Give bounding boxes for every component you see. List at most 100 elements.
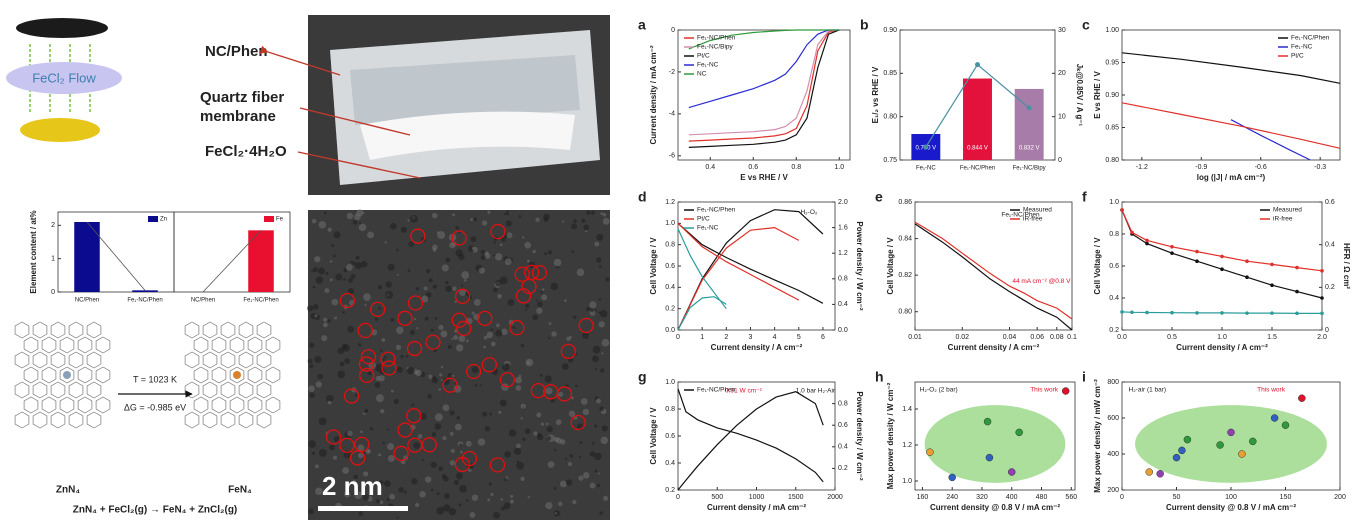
- stem-speck: [533, 431, 537, 435]
- y-axis-label: E vs RHE / V: [1093, 71, 1102, 119]
- stem-speck: [525, 309, 527, 311]
- point: [1295, 290, 1299, 294]
- stem-speck: [472, 494, 478, 500]
- stem-speck: [551, 283, 559, 291]
- hexagon: [78, 337, 92, 353]
- stem-speck: [558, 392, 563, 397]
- stem-speck: [496, 324, 500, 328]
- y-tick-label: 0.84: [898, 235, 912, 242]
- y-tick-label: 0: [51, 289, 55, 296]
- stem-speck: [481, 255, 486, 260]
- stem-speck: [391, 390, 394, 393]
- stem-speck: [504, 502, 511, 509]
- point: [1320, 296, 1324, 300]
- x-tick-label: 1000: [749, 494, 765, 501]
- stem-speck: [440, 330, 447, 337]
- y-tick-label: 0.4: [1109, 295, 1119, 302]
- stem-speck: [370, 427, 373, 430]
- stem-speck: [491, 328, 494, 331]
- y-axis-label: Cell Voltage / V: [1093, 237, 1102, 295]
- legend-label: Fe: [276, 217, 284, 223]
- stem-speck: [331, 244, 334, 247]
- point: [1008, 469, 1015, 476]
- legend-label: Fe₁-NC/Phen: [1291, 35, 1330, 42]
- stem-speck: [590, 308, 594, 312]
- stem-speck: [452, 286, 456, 290]
- x-tick-label: 50: [1173, 494, 1181, 501]
- stem-speck: [554, 510, 561, 517]
- stem-speck: [487, 498, 490, 501]
- stem-speck: [521, 404, 526, 409]
- stem-speck: [537, 301, 543, 307]
- stem-speck: [541, 294, 547, 300]
- stem-speck: [408, 269, 411, 272]
- hexagon: [221, 352, 235, 368]
- power-line: [678, 392, 823, 490]
- stem-speck: [581, 398, 588, 405]
- stem-speck: [442, 264, 449, 271]
- point: [1146, 469, 1153, 476]
- panel-label: a: [638, 17, 646, 33]
- x-tick-label: -0.3: [1314, 164, 1326, 171]
- hexagon: [24, 337, 38, 353]
- stem-speck: [335, 274, 342, 281]
- hexagon: [51, 382, 65, 398]
- stem-speck: [573, 219, 577, 223]
- jk-point: [1027, 106, 1032, 111]
- stem-speck: [308, 440, 316, 448]
- stem-speck: [554, 259, 562, 267]
- hexagon: [248, 337, 262, 353]
- stem-speck: [425, 476, 431, 482]
- y-tick-label: 800: [1107, 379, 1119, 386]
- stem-speck: [452, 213, 455, 216]
- annotation: This work: [1257, 386, 1286, 393]
- stem-speck: [466, 340, 469, 343]
- point: [1062, 388, 1069, 395]
- stem-speck: [468, 468, 472, 472]
- stem-speck: [330, 278, 333, 281]
- hexagon: [24, 367, 38, 383]
- stem-speck: [380, 501, 383, 504]
- stem-speck: [313, 267, 318, 272]
- stem-speck: [362, 212, 364, 214]
- stem-speck: [347, 326, 354, 333]
- point: [1170, 245, 1174, 249]
- stem-speck: [308, 359, 313, 364]
- point: [1120, 208, 1124, 212]
- stem-speck: [590, 451, 596, 457]
- annotation: 1.0 bar H₂-Air: [796, 387, 836, 394]
- annotation: This work: [1030, 386, 1059, 393]
- point: [1245, 275, 1249, 279]
- hexagon: [212, 397, 226, 413]
- carbon-powder: [16, 18, 108, 38]
- stem-speck: [519, 215, 522, 218]
- y-tick-label: 1.0: [665, 220, 675, 227]
- stem-speck: [450, 460, 455, 465]
- hexagon: [248, 367, 262, 383]
- stem-speck: [510, 500, 514, 504]
- y2-tick-label: 0.6: [1325, 199, 1335, 206]
- hexagon: [230, 337, 244, 353]
- x-tick-label: -0.9: [1195, 164, 1207, 171]
- bar-value-label: 0.832 V: [1019, 146, 1040, 152]
- stem-speck: [316, 277, 323, 284]
- stem-speck: [333, 255, 336, 258]
- stem-speck: [396, 326, 403, 333]
- y-axis-label: Max power density / mW cm⁻²: [1093, 379, 1102, 493]
- stem-speck: [505, 363, 511, 369]
- y2-tick-label: 10: [1058, 114, 1066, 121]
- stem-speck: [538, 433, 542, 437]
- stem-speck: [546, 436, 551, 441]
- stem-speck: [356, 256, 360, 260]
- hexagon: [51, 322, 65, 338]
- stem-speck: [592, 355, 599, 362]
- stem-speck: [434, 423, 441, 430]
- hexagon: [33, 322, 47, 338]
- point: [1270, 283, 1274, 287]
- stem-speck: [376, 394, 384, 402]
- stem-speck: [507, 299, 514, 306]
- annotation: 44 mA cm⁻² @0.8 V: [1012, 278, 1071, 285]
- stem-speck: [358, 511, 363, 516]
- stem-speck: [546, 387, 553, 394]
- hexagon: [42, 397, 56, 413]
